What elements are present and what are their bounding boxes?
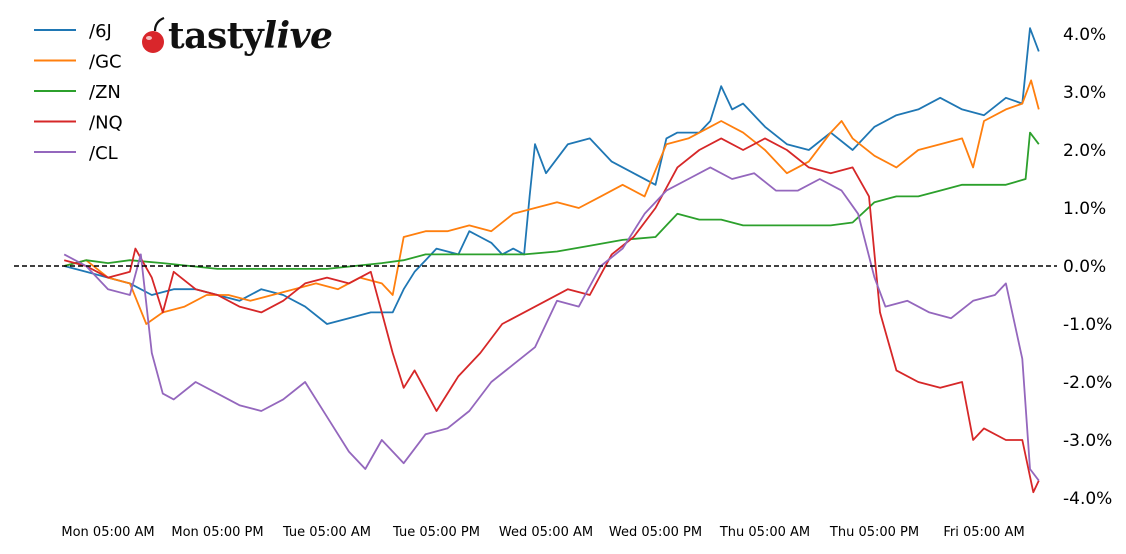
series-lines — [63, 27, 1040, 494]
x-tick-label: Wed 05:00 PM — [609, 525, 702, 540]
tastylive-logo: tastylive — [138, 12, 333, 60]
cherry-icon — [142, 17, 165, 53]
y-tick-label: -3.0% — [1063, 431, 1112, 451]
x-tick-label: Thu 05:00 PM — [829, 525, 919, 540]
series-line-GC — [63, 79, 1040, 325]
legend: /6J/GC/ZN/NQ/CL — [34, 21, 123, 164]
x-tick-label: Mon 05:00 AM — [61, 525, 154, 540]
y-tick-label: -2.0% — [1063, 373, 1112, 393]
legend-label: /ZN — [89, 82, 121, 103]
x-tick-label: Thu 05:00 AM — [719, 525, 810, 540]
x-tick-label: Tue 05:00 PM — [392, 525, 480, 540]
logo-text-live: live — [263, 15, 333, 57]
y-tick-label: 4.0% — [1063, 25, 1106, 45]
legend-label: /CL — [89, 143, 118, 164]
logo-text: tastylive — [168, 15, 333, 57]
legend-label: /GC — [89, 52, 122, 73]
y-tick-label: 3.0% — [1063, 83, 1106, 103]
y-tick-label: -4.0% — [1063, 489, 1112, 509]
series-line-6J — [63, 27, 1040, 325]
logo-text-tasty: tasty — [168, 15, 264, 57]
series-line-NQ — [63, 137, 1040, 494]
series-line-ZN — [63, 131, 1040, 270]
x-tick-label: Mon 05:00 PM — [171, 525, 263, 540]
legend-label: /6J — [89, 21, 112, 42]
x-axis-ticks: Mon 05:00 AM Mon 05:00 PM Tue 05:00 AM Tue … — [61, 525, 1024, 540]
y-axis-ticks: 4.0% 3.0% 2.0% 1.0% 0.0% -1.0% -2.0% -3.0% -4.0% — [1063, 25, 1112, 509]
x-tick-label: Wed 05:00 AM — [499, 525, 593, 540]
legend-label: /NQ — [89, 113, 123, 134]
y-tick-label: 2.0% — [1063, 141, 1106, 161]
y-tick-label: 1.0% — [1063, 199, 1106, 219]
series-line-CL — [63, 166, 1040, 482]
x-tick-label: Tue 05:00 AM — [282, 525, 371, 540]
y-tick-label: 0.0% — [1063, 257, 1106, 277]
x-tick-label: Fri 05:00 AM — [943, 525, 1024, 540]
y-tick-label: -1.0% — [1063, 315, 1112, 335]
